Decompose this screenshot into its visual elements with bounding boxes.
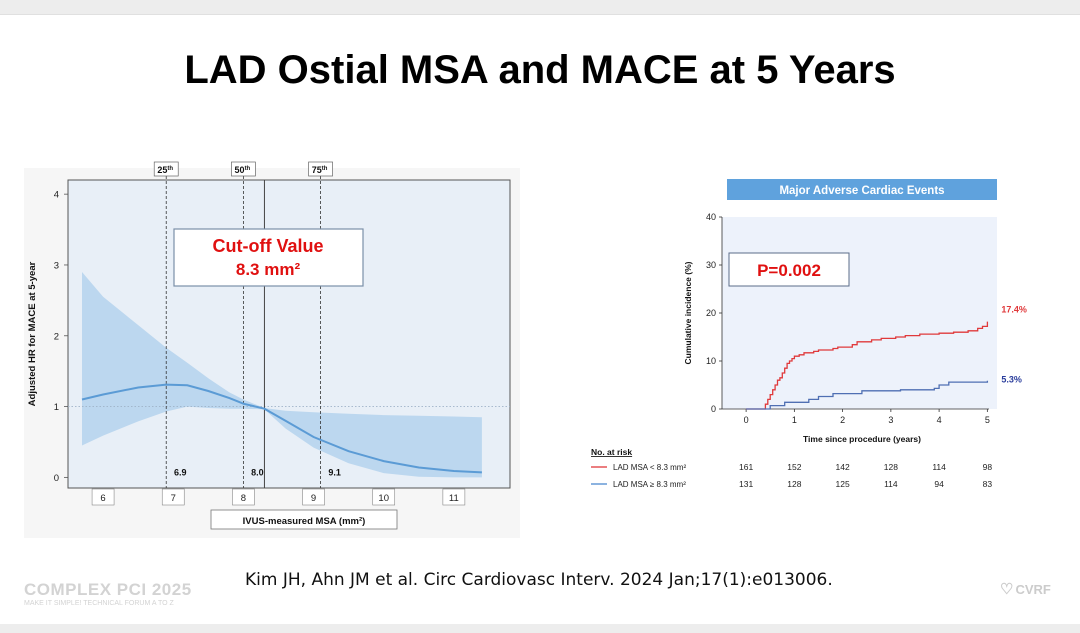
cvrf-logo-text: CVRF (1015, 582, 1051, 597)
hr-percentile-number: 75 (312, 165, 322, 175)
km-x-tick-label: 5 (985, 415, 990, 425)
risk-value: 83 (983, 479, 993, 489)
km-step-line (746, 321, 989, 410)
hr-percentile-sup: th (167, 166, 173, 172)
risk-value: 114 (884, 479, 898, 489)
risk-value: 142 (836, 462, 850, 472)
hr-confidence-band (82, 272, 482, 478)
km-x-tick-label: 4 (937, 415, 942, 425)
hr-percentile-value: 6.9 (174, 467, 187, 477)
hr-y-axis-label: Adjusted HR for MACE at 5-year (27, 261, 38, 406)
km-y-tick-label: 40 (706, 212, 716, 222)
hr-percentile-tab (308, 161, 333, 177)
km-end-label: 5.3% (1001, 375, 1022, 385)
risk-row-2-label: LAD MSA ≥ 8.3 mm² (613, 480, 686, 489)
hr-percentile-number: 25 (157, 165, 167, 175)
hr-percentile-sup: th (245, 166, 251, 172)
cutoff-callout-box (173, 228, 364, 287)
km-x-tick-label: 0 (744, 415, 749, 425)
risk-value: 128 (884, 462, 898, 472)
hr-curve (81, 383, 482, 474)
heart-icon: ♡ (1000, 581, 1014, 598)
slide-title: LAD Ostial MSA and MACE at 5 Years (184, 48, 896, 92)
risk-row-1-label: LAD MSA < 8.3 mm² (613, 463, 686, 472)
hr-percentile-number: 50 (235, 165, 245, 175)
km-y-tick-label: 30 (706, 260, 716, 270)
citation: Kim JH, Ahn JM et al. Circ Cardiovasc In… (245, 570, 833, 590)
km-y-axis-label: Cumulative incidence (%) (683, 261, 693, 364)
complex-pci-logo-text: COMPLEX PCI 2025 (24, 580, 192, 599)
km-y-tick-label: 20 (706, 308, 716, 318)
mace-header-bar (727, 179, 997, 200)
risk-table-header: No. at risk (591, 447, 632, 457)
km-x-tick-label: 1 (792, 415, 797, 425)
p-value-box (728, 252, 850, 287)
mace-chart-title: Major Adverse Cardiac Events (779, 185, 944, 197)
hr-percentile-value: 8.0 (251, 467, 264, 477)
hr-x-tick-box (372, 488, 396, 506)
hr-y-tick-label: 1 (54, 402, 59, 413)
km-x-tick-label: 3 (888, 415, 893, 425)
hr-x-tick-label: 11 (449, 493, 459, 504)
hr-percentile-label: 25th (157, 165, 173, 175)
km-step-line (746, 380, 989, 410)
mace-chart: Major Adverse Cardiac Events 0 10 20 30 40 0 1… (591, 179, 1027, 489)
risk-values: 161 152 142 128 114 98 131 128 125 114 94 83 (739, 462, 992, 489)
risk-value: 125 (836, 479, 850, 489)
complex-pci-logo: COMPLEX PCI 2025 MAKE IT SIMPLE! TECHNIC… (24, 580, 192, 607)
hr-x-tick-label: 10 (378, 493, 389, 504)
hr-x-tick-box (232, 488, 255, 506)
risk-value: 128 (787, 479, 801, 489)
hr-x-axis-label-box (210, 509, 398, 530)
hr-y-tick-label: 0 (54, 473, 59, 484)
cutoff-callout-line2: 8.3 mm² (236, 260, 301, 279)
hr-x-tick-label: 8 (241, 493, 246, 504)
risk-value: 98 (983, 462, 993, 472)
km-x-axis-label: Time since procedure (years) (803, 434, 921, 444)
hr-percentile-tab (231, 161, 256, 177)
hr-x-tick-label: 6 (100, 493, 105, 504)
hr-percentile-tab (153, 161, 179, 177)
hr-y-tick-label: 4 (54, 190, 59, 201)
risk-value: 131 (739, 479, 753, 489)
hr-x-tick-box (161, 488, 185, 506)
complex-pci-logo-subtitle: MAKE IT SIMPLE! TECHNICAL FORUM A TO Z (24, 600, 174, 607)
risk-value: 161 (739, 462, 753, 472)
cvrf-logo: ♡ CVRF (1000, 580, 1051, 598)
km-y-tick-label: 0 (711, 404, 716, 414)
hr-x-tick-box (302, 488, 325, 506)
hr-x-axis-label: IVUS-measured MSA (mm²) (243, 516, 366, 527)
hr-percentile-value: 9.1 (328, 467, 341, 477)
hr-x-tick-label: 9 (311, 493, 316, 504)
hr-x-tick-box (442, 488, 466, 506)
hr-x-tick-box (91, 488, 115, 506)
km-y-tick-label: 10 (706, 356, 716, 366)
km-end-label: 17.4% (1001, 305, 1027, 315)
cutoff-callout-line1: Cut-off Value (213, 236, 324, 256)
risk-value: 114 (932, 462, 946, 472)
top-bar (0, 0, 1080, 15)
hr-y-tick-label: 2 (54, 331, 59, 342)
hr-percentile-label: 50th (235, 165, 251, 175)
km-layer: 0 10 20 30 40 0 1 2 3 4 5 17.4% 5.3% (706, 212, 1027, 425)
km-plot-area (722, 217, 997, 409)
hr-percentile-sup: th (322, 166, 328, 172)
hr-y-tick-label: 3 (54, 260, 59, 271)
risk-value: 94 (934, 479, 944, 489)
km-x-tick-label: 2 (840, 415, 845, 425)
hr-percentile-label: 75th (312, 165, 328, 175)
p-value-text: P=0.002 (757, 261, 821, 280)
hr-x-tick-label: 7 (171, 493, 176, 504)
risk-value: 152 (787, 462, 801, 472)
bottom-bar (0, 624, 1080, 633)
